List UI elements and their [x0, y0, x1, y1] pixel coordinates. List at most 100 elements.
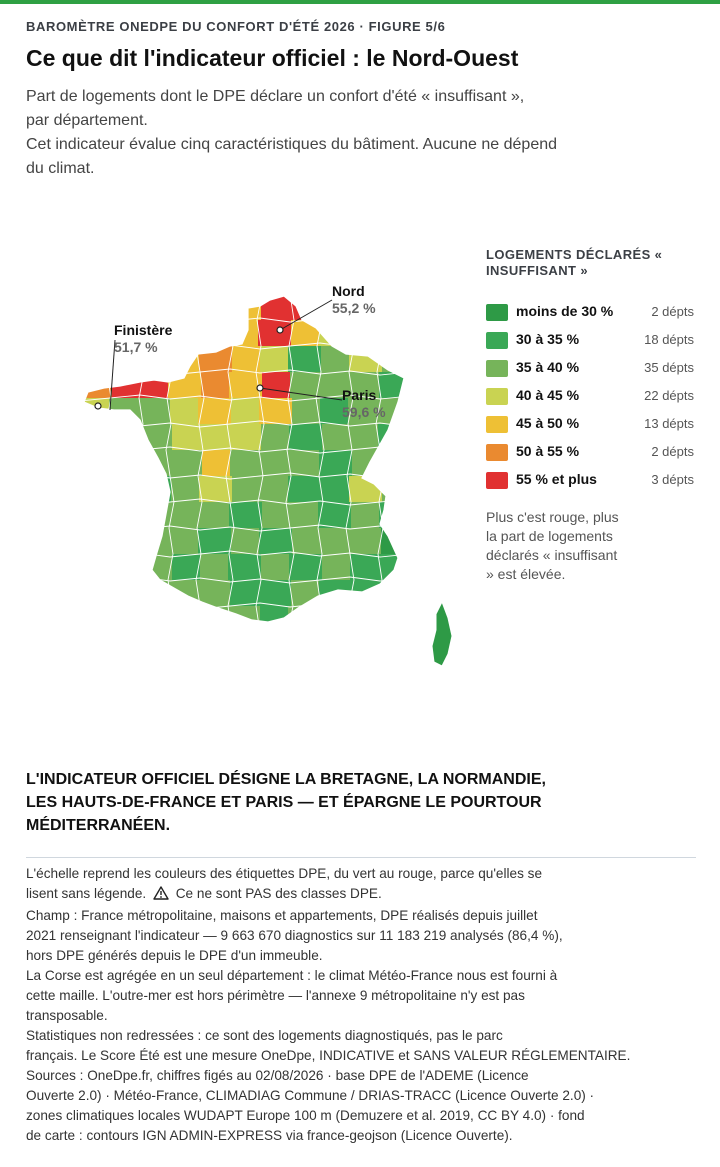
figure-title: Ce que dit l'indicateur officiel : le No…	[26, 45, 519, 71]
legend-title: LOGEMENTS DÉCLARÉS « INSUFFISANT »	[486, 247, 701, 279]
department-border	[80, 629, 410, 635]
department-cell	[382, 476, 404, 505]
legend-note-line: » est élevée.	[486, 566, 566, 582]
legend-count: 22 dépts	[644, 388, 694, 403]
nord-marker	[276, 326, 284, 334]
department-cell	[288, 476, 321, 505]
legend-swatch	[486, 304, 508, 321]
department-cell	[379, 372, 404, 401]
department-cell	[202, 450, 235, 479]
department-border	[315, 296, 325, 622]
department-cell	[111, 554, 144, 583]
subtitle-line: Part de logements dont le DPE déclare un…	[26, 88, 525, 105]
legend-item: 35 à 40 % 35 dépts	[486, 358, 698, 378]
callout-finistere-value: 51,7 %	[114, 339, 158, 355]
department-cell	[109, 398, 142, 427]
notes-line: Ouverte 2.0) · Météo-France, CLIMADIAG C…	[26, 1088, 595, 1103]
legend-label: 35 à 40 %	[516, 359, 580, 375]
legend-label: 50 à 55 %	[516, 443, 580, 459]
legend-swatch	[486, 388, 508, 405]
legend-count: 2 dépts	[651, 304, 694, 319]
department-cell	[110, 476, 143, 505]
corse-region	[431, 600, 453, 667]
department-border	[255, 296, 265, 622]
department-cell	[84, 424, 111, 453]
department-cell	[382, 346, 404, 375]
section-divider	[26, 857, 696, 858]
department-cell	[139, 296, 172, 323]
legend-note-line: Plus c'est rouge, plus	[486, 509, 619, 525]
legend-swatch	[486, 416, 508, 433]
legend-count: 2 dépts	[651, 444, 694, 459]
department-cell	[84, 372, 112, 401]
warning-icon	[153, 886, 169, 906]
france-outline	[83, 295, 405, 623]
department-cell	[200, 554, 233, 583]
france-choropleth-map: Nord 55,2 % Finistère 51,7 % Paris 59,6 …	[70, 270, 470, 690]
department-cell	[84, 450, 113, 479]
notes-line: Statistiques non redressées : ce sont de…	[26, 1028, 503, 1043]
department-cell	[109, 528, 142, 557]
department-cell	[228, 554, 261, 583]
callout-line-paris	[259, 387, 343, 401]
legend-swatch	[486, 444, 508, 461]
department-cell	[349, 606, 382, 622]
department-border	[105, 296, 115, 622]
department-cell	[318, 502, 351, 531]
headline-line: LES HAUTS-DE-FRANCE ET PARIS — ET ÉPARGN…	[26, 794, 542, 811]
notes-line-with-warning: lisent sans légende. Ce ne sont PAS des …	[26, 884, 712, 906]
department-cell	[84, 502, 112, 531]
department-cell	[261, 424, 294, 453]
notes-line: L'échelle reprend les couleurs des étiqu…	[26, 866, 543, 881]
legend-item: moins de 30 % 2 dépts	[486, 302, 698, 322]
department-cell	[84, 296, 111, 323]
legend-title-line: LOGEMENTS DÉCLARÉS «	[486, 247, 663, 262]
legend-label: 45 à 50 %	[516, 415, 580, 431]
notes-line: zones climatiques locales WUDAPT Europe …	[26, 1108, 585, 1123]
legend-note-line: déclarés « insuffisant	[486, 547, 618, 563]
notes-line: 2021 renseignant l'indicateur — 9 663 67…	[26, 928, 563, 943]
figure-kicker: BAROMÈTRE ONEDPE DU CONFORT D'ÉTÉ 2026 ·…	[26, 19, 446, 34]
legend-label: 30 à 35 %	[516, 331, 580, 347]
top-accent-bar	[0, 0, 720, 4]
department-cell	[292, 528, 325, 557]
department-cell	[322, 424, 355, 453]
department-cell	[110, 606, 143, 622]
legend-swatch	[486, 472, 508, 489]
department-cell	[320, 398, 353, 427]
department-cell	[112, 502, 145, 531]
department-cell	[258, 580, 291, 609]
paris-marker	[256, 384, 264, 392]
legend-note-line: la part de logements	[486, 528, 613, 544]
department-cell	[320, 528, 353, 557]
notes-line: cette maille. L'outre-mer est hors périm…	[26, 988, 525, 1003]
notes-line: français. Le Score Été est une mesure On…	[26, 1048, 631, 1063]
methodology-notes: L'échelle reprend les couleurs des étiqu…	[26, 864, 712, 1146]
department-cell	[172, 296, 205, 323]
legend-label: 55 % et plus	[516, 471, 597, 487]
department-cell	[380, 450, 404, 479]
legend-count: 18 dépts	[644, 332, 694, 347]
department-cell	[201, 502, 234, 531]
notes-text: Ce ne sont PAS des classes DPE.	[175, 886, 382, 901]
callout-paris-name: Paris	[342, 387, 377, 403]
department-cell	[229, 502, 262, 531]
department-cell	[262, 372, 295, 401]
department-cell	[260, 476, 293, 505]
department-cell	[378, 296, 404, 323]
notes-line: Champ : France métropolitaine, maisons e…	[26, 908, 538, 923]
legend-count: 3 dépts	[651, 472, 694, 487]
map-svg	[80, 295, 453, 667]
department-cell	[230, 450, 263, 479]
department-cell	[200, 296, 233, 323]
figure-subtitle: Part de logements dont le DPE déclare un…	[26, 85, 646, 181]
department-cell	[348, 528, 381, 557]
department-cell	[170, 398, 203, 427]
department-cell	[258, 320, 291, 349]
callout-line-finistere	[109, 339, 116, 411]
callout-nord-name: Nord	[332, 283, 365, 299]
callout-finistere-name: Finistère	[114, 322, 173, 338]
legend-item: 40 à 45 % 22 dépts	[486, 386, 698, 406]
department-cell	[380, 580, 404, 609]
department-cell	[261, 554, 294, 583]
